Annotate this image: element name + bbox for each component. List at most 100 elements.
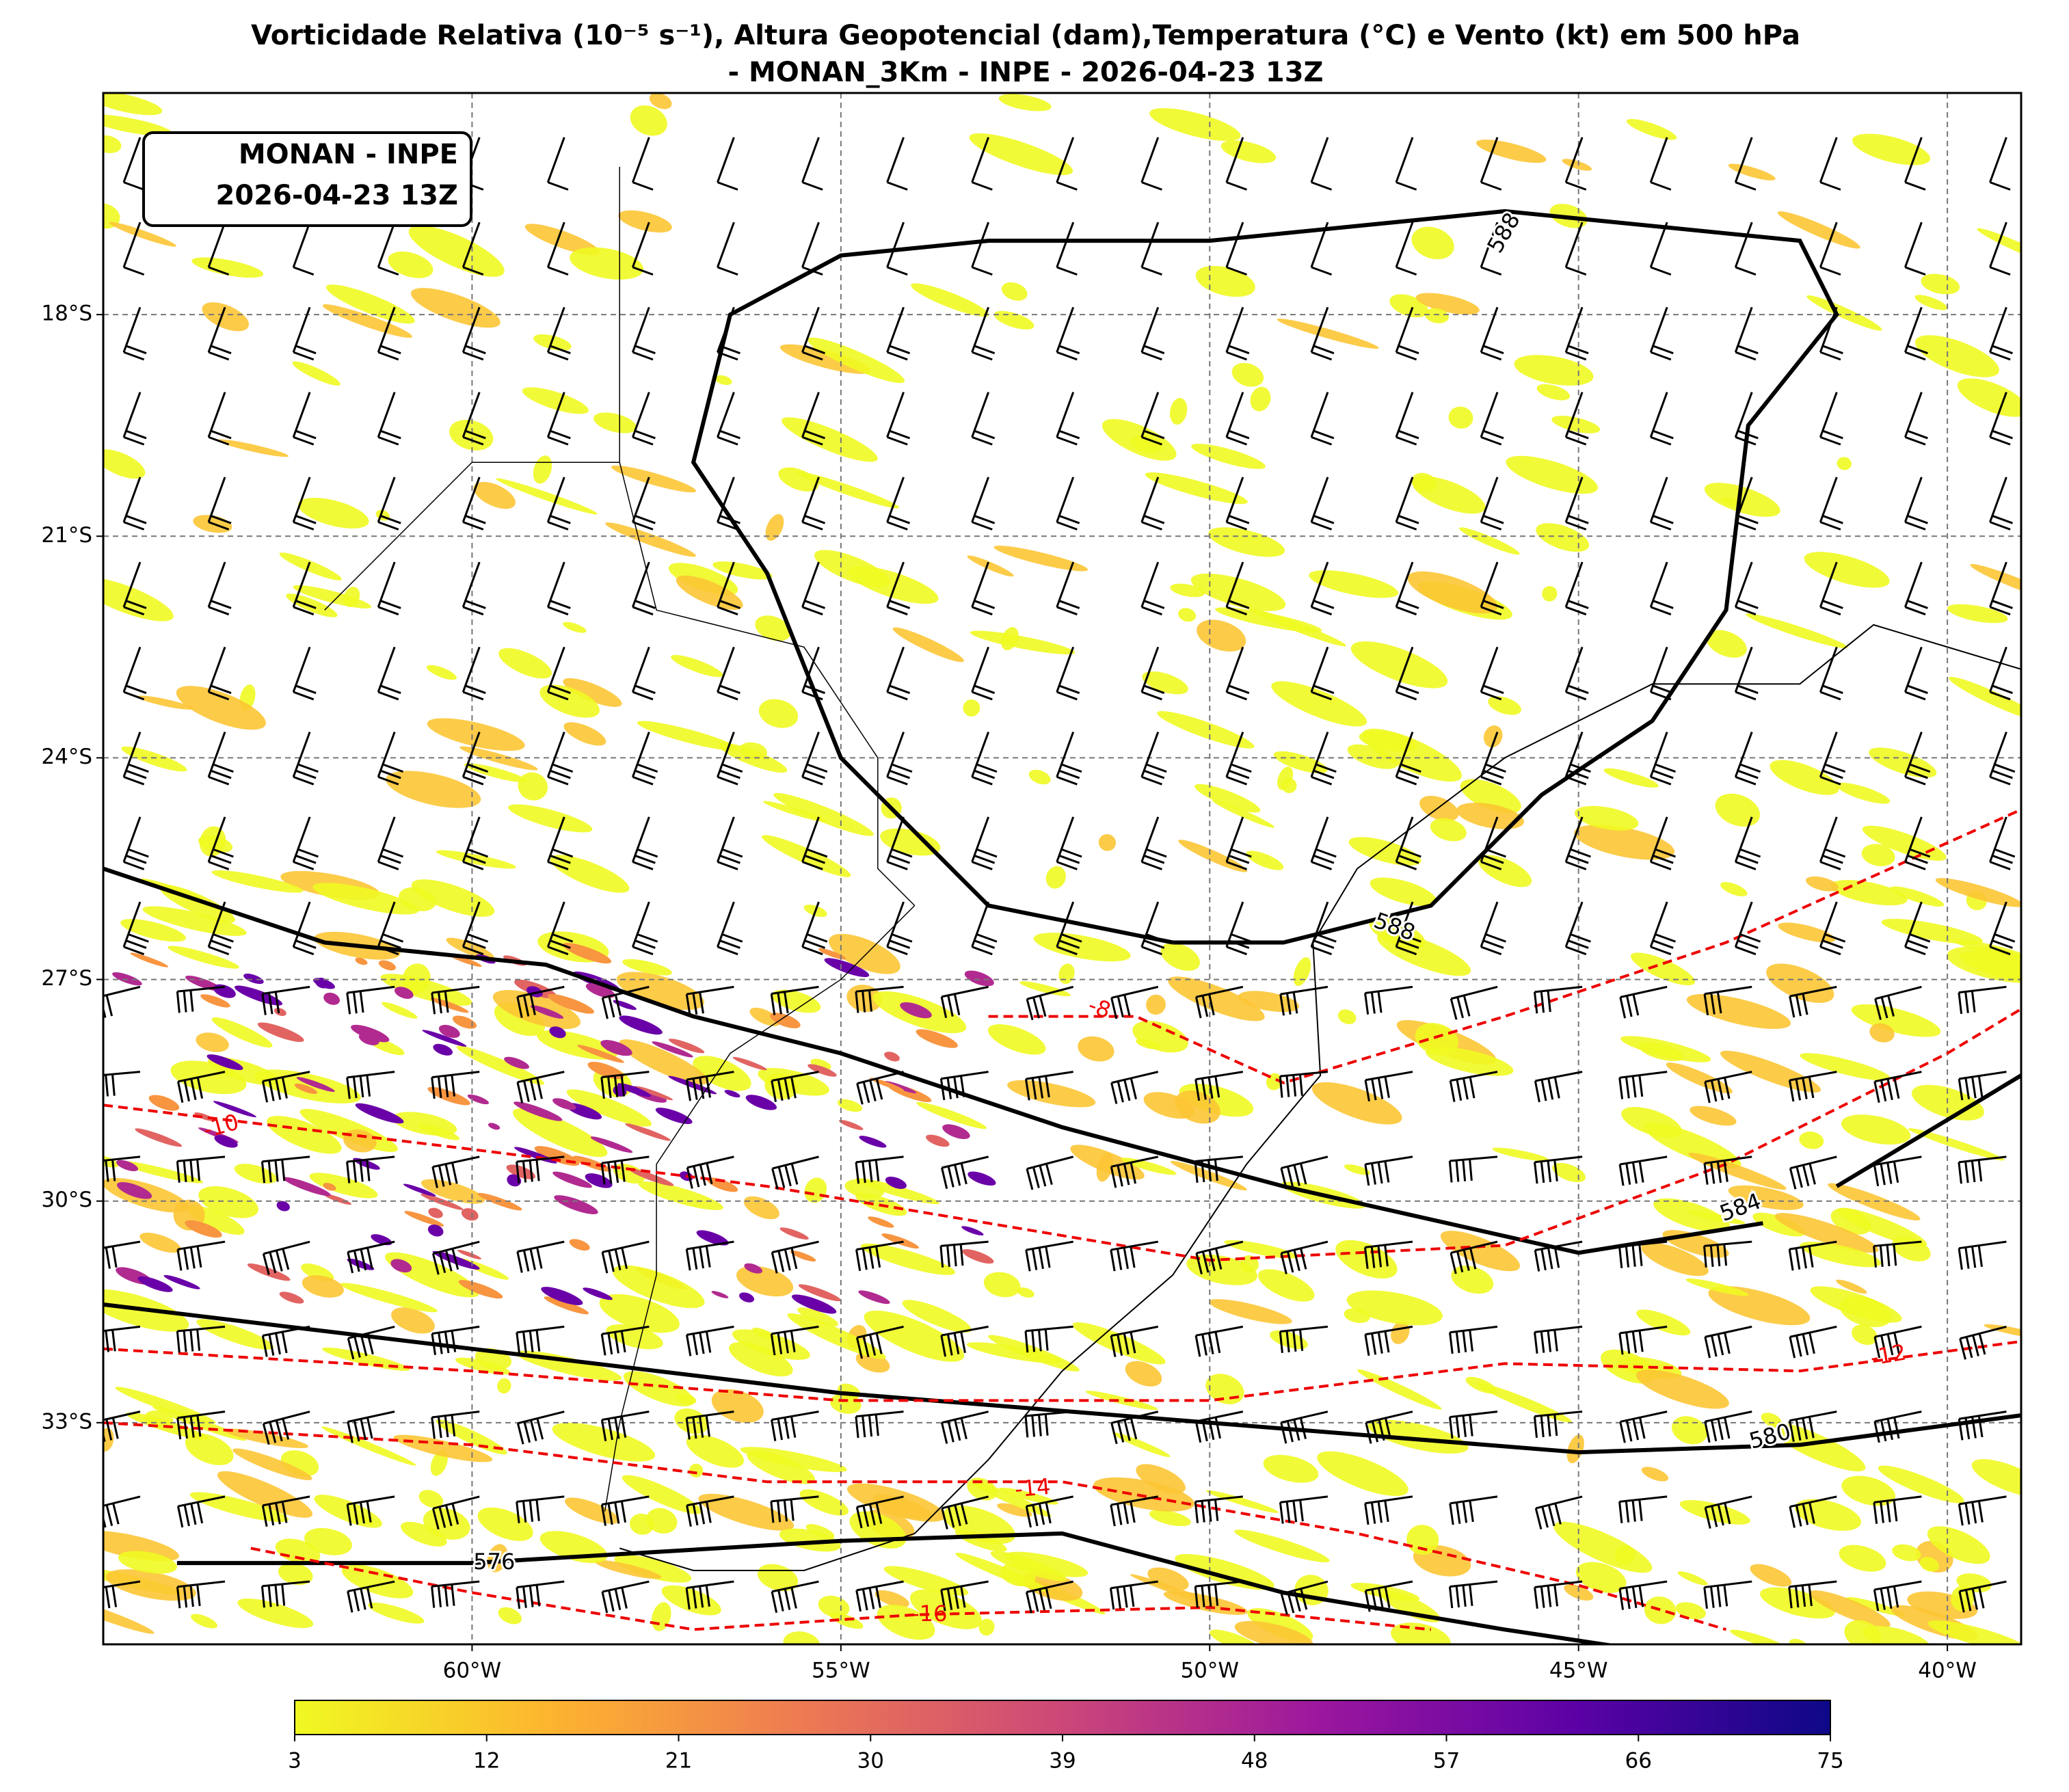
vorticity-shade [1425, 308, 1449, 323]
vorticity-shade [118, 1551, 178, 1574]
vorticity-shade [148, 1095, 180, 1111]
vorticity-shade [1506, 455, 1598, 494]
vorticity-shade [1679, 1499, 1750, 1525]
wind-barb [717, 901, 743, 956]
wind-barb [1649, 222, 1672, 276]
wind-barb [1449, 1495, 1498, 1525]
wind-barb [1225, 392, 1250, 446]
vorticity-shade [1639, 1042, 1684, 1061]
wind-barbs [103, 137, 2016, 1616]
vorticity-shade [1908, 1128, 2005, 1161]
vorticity-shade [964, 970, 994, 987]
vorticity-shade [652, 1041, 693, 1058]
vorticity-shade [771, 989, 821, 1013]
wind-barb [1618, 1495, 1668, 1523]
wind-barb [717, 561, 740, 616]
vorticity-shade [276, 1201, 290, 1212]
wind-barb [516, 1410, 565, 1445]
vorticity-shade [524, 224, 600, 256]
wind-barb [1110, 1495, 1159, 1527]
wind-barb [1310, 901, 1337, 956]
vorticity-shade [1224, 1240, 1298, 1259]
vorticity-shade [1132, 1021, 1188, 1053]
vorticity-shade [749, 1007, 780, 1026]
vorticity-shade [1603, 768, 1659, 788]
vorticity-shade [837, 1099, 862, 1112]
wind-barb [1194, 1071, 1244, 1101]
wind-barb [103, 985, 141, 1018]
wind-barb [1819, 646, 1843, 701]
vorticity-shade [747, 1450, 816, 1484]
x-tick-label: 45°W [1549, 1659, 1608, 1683]
vorticity-shade [1102, 418, 1177, 461]
wind-barb [631, 392, 656, 446]
vorticity-shade [1448, 406, 1473, 429]
vorticity-shade [987, 1024, 1046, 1055]
wind-barb [1109, 1580, 1158, 1610]
wind-barb [462, 306, 486, 361]
vorticity-shade [1142, 671, 1188, 695]
wind-barb [1873, 1410, 1922, 1443]
wind-barb [1873, 1580, 1922, 1612]
vorticity-shade [1344, 1164, 1371, 1175]
wind-barb [546, 901, 574, 956]
vorticity-shade [206, 1054, 243, 1071]
wind-barb [1649, 561, 1674, 616]
vorticity-shade [105, 1569, 196, 1601]
wind-barb [631, 306, 656, 361]
wind-barb [1989, 732, 2016, 786]
vorticity-shade [109, 222, 176, 247]
wind-barb [855, 1325, 904, 1359]
x-tick-label: 40°W [1918, 1659, 1977, 1683]
vorticity-shade [1671, 1416, 1708, 1445]
wind-barb [1703, 1240, 1752, 1268]
vorticity-shade [892, 627, 964, 663]
vorticity-shade [267, 1115, 342, 1154]
wind-barb [1140, 816, 1167, 870]
vorticity-shade [1347, 744, 1398, 769]
wind-barb [207, 477, 232, 531]
wind-barb [1819, 816, 1846, 870]
wind-barb [347, 1580, 395, 1613]
wind-barb [1024, 1410, 1073, 1438]
vorticity-shade [1293, 957, 1311, 987]
wind-barb [600, 1410, 650, 1441]
vorticity-shade [706, 1177, 738, 1192]
wind-barb [631, 137, 654, 191]
wind-barb [1279, 985, 1329, 1016]
vorticity-shade [744, 1263, 763, 1274]
wind-barb [1989, 901, 2016, 956]
wind-barb [771, 1071, 819, 1102]
wind-barb [1310, 222, 1333, 276]
vorticity-shade [1921, 273, 1960, 295]
wind-barb [346, 1071, 395, 1099]
wind-barb [1310, 561, 1335, 616]
wind-barb [1480, 732, 1506, 786]
wind-barb [1225, 816, 1252, 870]
wind-barb [176, 1580, 226, 1609]
wind-barb [1904, 901, 1931, 956]
vorticity-shade [729, 1341, 793, 1377]
vorticity-shade [646, 1508, 678, 1534]
vorticity-shade [1309, 570, 1399, 598]
vorticity-shade [313, 978, 335, 989]
vorticity-shade [755, 615, 791, 641]
wind-barb [1819, 561, 1843, 616]
wind-barb [771, 1410, 819, 1441]
vorticity-shade [1168, 976, 1265, 1021]
vorticity-shade [185, 1433, 234, 1466]
vorticity-shade [711, 1291, 729, 1298]
wind-barb [431, 1325, 480, 1355]
vorticity-shade [1344, 1308, 1370, 1324]
wind-barb [1703, 1155, 1752, 1185]
vorticity-shade [1851, 1004, 1941, 1037]
vorticity-shade [1212, 799, 1274, 828]
vorticity-shade [1514, 355, 1594, 386]
vorticity-shade [563, 678, 622, 707]
wind-barb [377, 306, 401, 361]
wind-barb [1989, 816, 2016, 870]
vorticity-shade [1145, 472, 1248, 505]
wind-barb [1140, 732, 1167, 786]
wind-barb [1564, 646, 1589, 701]
vorticity-shade [408, 225, 505, 277]
